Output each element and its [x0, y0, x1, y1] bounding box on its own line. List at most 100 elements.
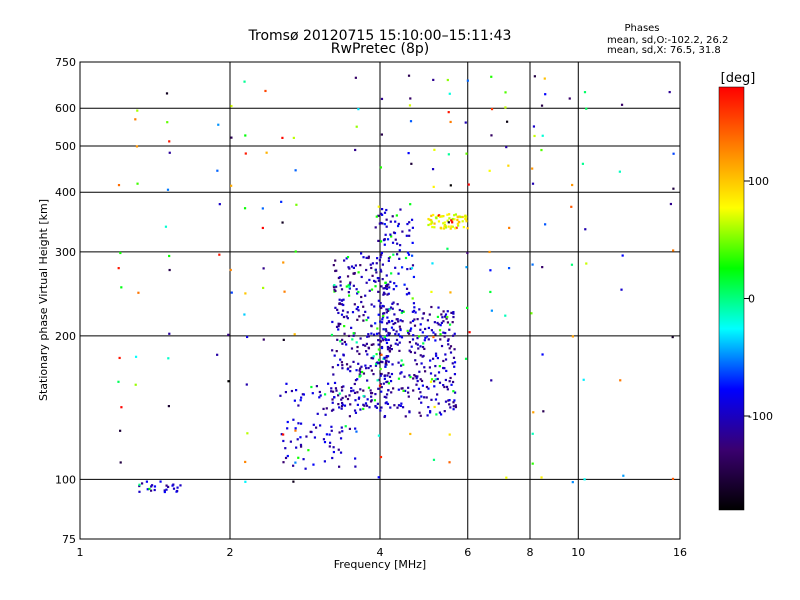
data-point: [376, 361, 379, 364]
data-point: [413, 324, 417, 327]
data-point: [336, 363, 340, 367]
data-point: [381, 263, 384, 266]
data-point: [490, 108, 494, 111]
data-point: [165, 488, 168, 491]
data-point: [339, 358, 342, 361]
data-point: [340, 361, 344, 364]
data-point: [378, 222, 381, 225]
data-point: [322, 438, 326, 441]
data-point: [382, 339, 385, 342]
data-point: [408, 229, 411, 232]
data-point: [433, 321, 436, 324]
data-point: [138, 484, 141, 488]
data-point: [356, 403, 359, 406]
data-point: [448, 398, 451, 402]
data-point: [386, 348, 390, 351]
data-point: [354, 76, 357, 79]
data-point: [391, 215, 394, 218]
data-point: [530, 312, 533, 315]
data-point: [339, 280, 342, 283]
data-point: [167, 405, 170, 408]
data-point: [351, 338, 354, 341]
data-point: [365, 268, 368, 272]
data-point: [381, 207, 384, 211]
data-point: [438, 214, 441, 217]
data-point: [292, 480, 295, 483]
data-point: [507, 266, 511, 270]
data-point: [355, 307, 358, 311]
data-point: [118, 356, 121, 360]
data-point: [179, 484, 182, 487]
data-point: [382, 291, 386, 294]
data-point: [465, 266, 468, 269]
data-point: [360, 252, 363, 255]
data-point: [384, 281, 387, 284]
data-point: [394, 342, 397, 345]
data-point: [168, 268, 171, 272]
data-point: [415, 383, 418, 386]
data-point: [445, 317, 448, 320]
data-point: [374, 393, 377, 396]
data-point: [411, 319, 415, 323]
data-point: [442, 310, 445, 313]
chart-subtitle: RwPretec (8p): [331, 41, 429, 57]
data-point: [350, 326, 353, 329]
data-point: [294, 250, 297, 253]
data-point: [409, 97, 412, 100]
data-point: [362, 314, 365, 317]
data-point: [372, 343, 375, 346]
data-point: [411, 226, 414, 229]
data-point: [280, 200, 283, 203]
data-point: [368, 278, 371, 282]
data-point: [452, 408, 455, 411]
data-point: [453, 218, 456, 221]
data-point: [414, 311, 417, 314]
data-point: [396, 303, 399, 306]
data-point: [404, 256, 408, 260]
data-point: [227, 333, 230, 336]
data-point: [369, 392, 373, 395]
data-point: [406, 329, 409, 333]
data-point: [443, 367, 446, 370]
data-point: [360, 300, 363, 304]
data-point: [332, 285, 336, 288]
data-point: [362, 372, 366, 375]
data-point: [357, 108, 360, 111]
data-point: [355, 369, 358, 372]
data-point: [318, 396, 321, 399]
data-point: [434, 378, 437, 381]
data-point: [385, 287, 389, 291]
data-point: [333, 354, 336, 357]
data-point: [415, 377, 418, 380]
data-point: [331, 320, 334, 324]
data-point: [431, 262, 434, 265]
y-axis-label: Stationary phase Virtual Height [km]: [37, 199, 50, 401]
data-point: [446, 247, 449, 250]
data-point: [436, 321, 439, 325]
data-point: [244, 480, 247, 483]
data-point: [453, 361, 457, 364]
data-point: [428, 411, 432, 414]
data-point: [377, 387, 380, 390]
data-point: [422, 312, 426, 315]
data-point: [367, 316, 370, 319]
data-point: [442, 331, 445, 334]
data-point: [330, 425, 333, 428]
data-point: [620, 288, 623, 291]
data-point: [457, 220, 461, 224]
data-point: [379, 339, 382, 343]
data-point: [505, 145, 508, 149]
data-point: [362, 305, 365, 308]
data-point: [360, 295, 363, 299]
data-point: [383, 243, 386, 246]
data-point: [134, 355, 138, 358]
data-point: [466, 251, 469, 255]
data-point: [340, 386, 344, 389]
data-point: [323, 440, 327, 444]
data-point: [294, 427, 297, 430]
data-point: [378, 378, 381, 382]
data-point: [347, 294, 351, 297]
data-point: [442, 366, 445, 370]
data-point: [377, 434, 381, 437]
data-point: [341, 342, 344, 345]
